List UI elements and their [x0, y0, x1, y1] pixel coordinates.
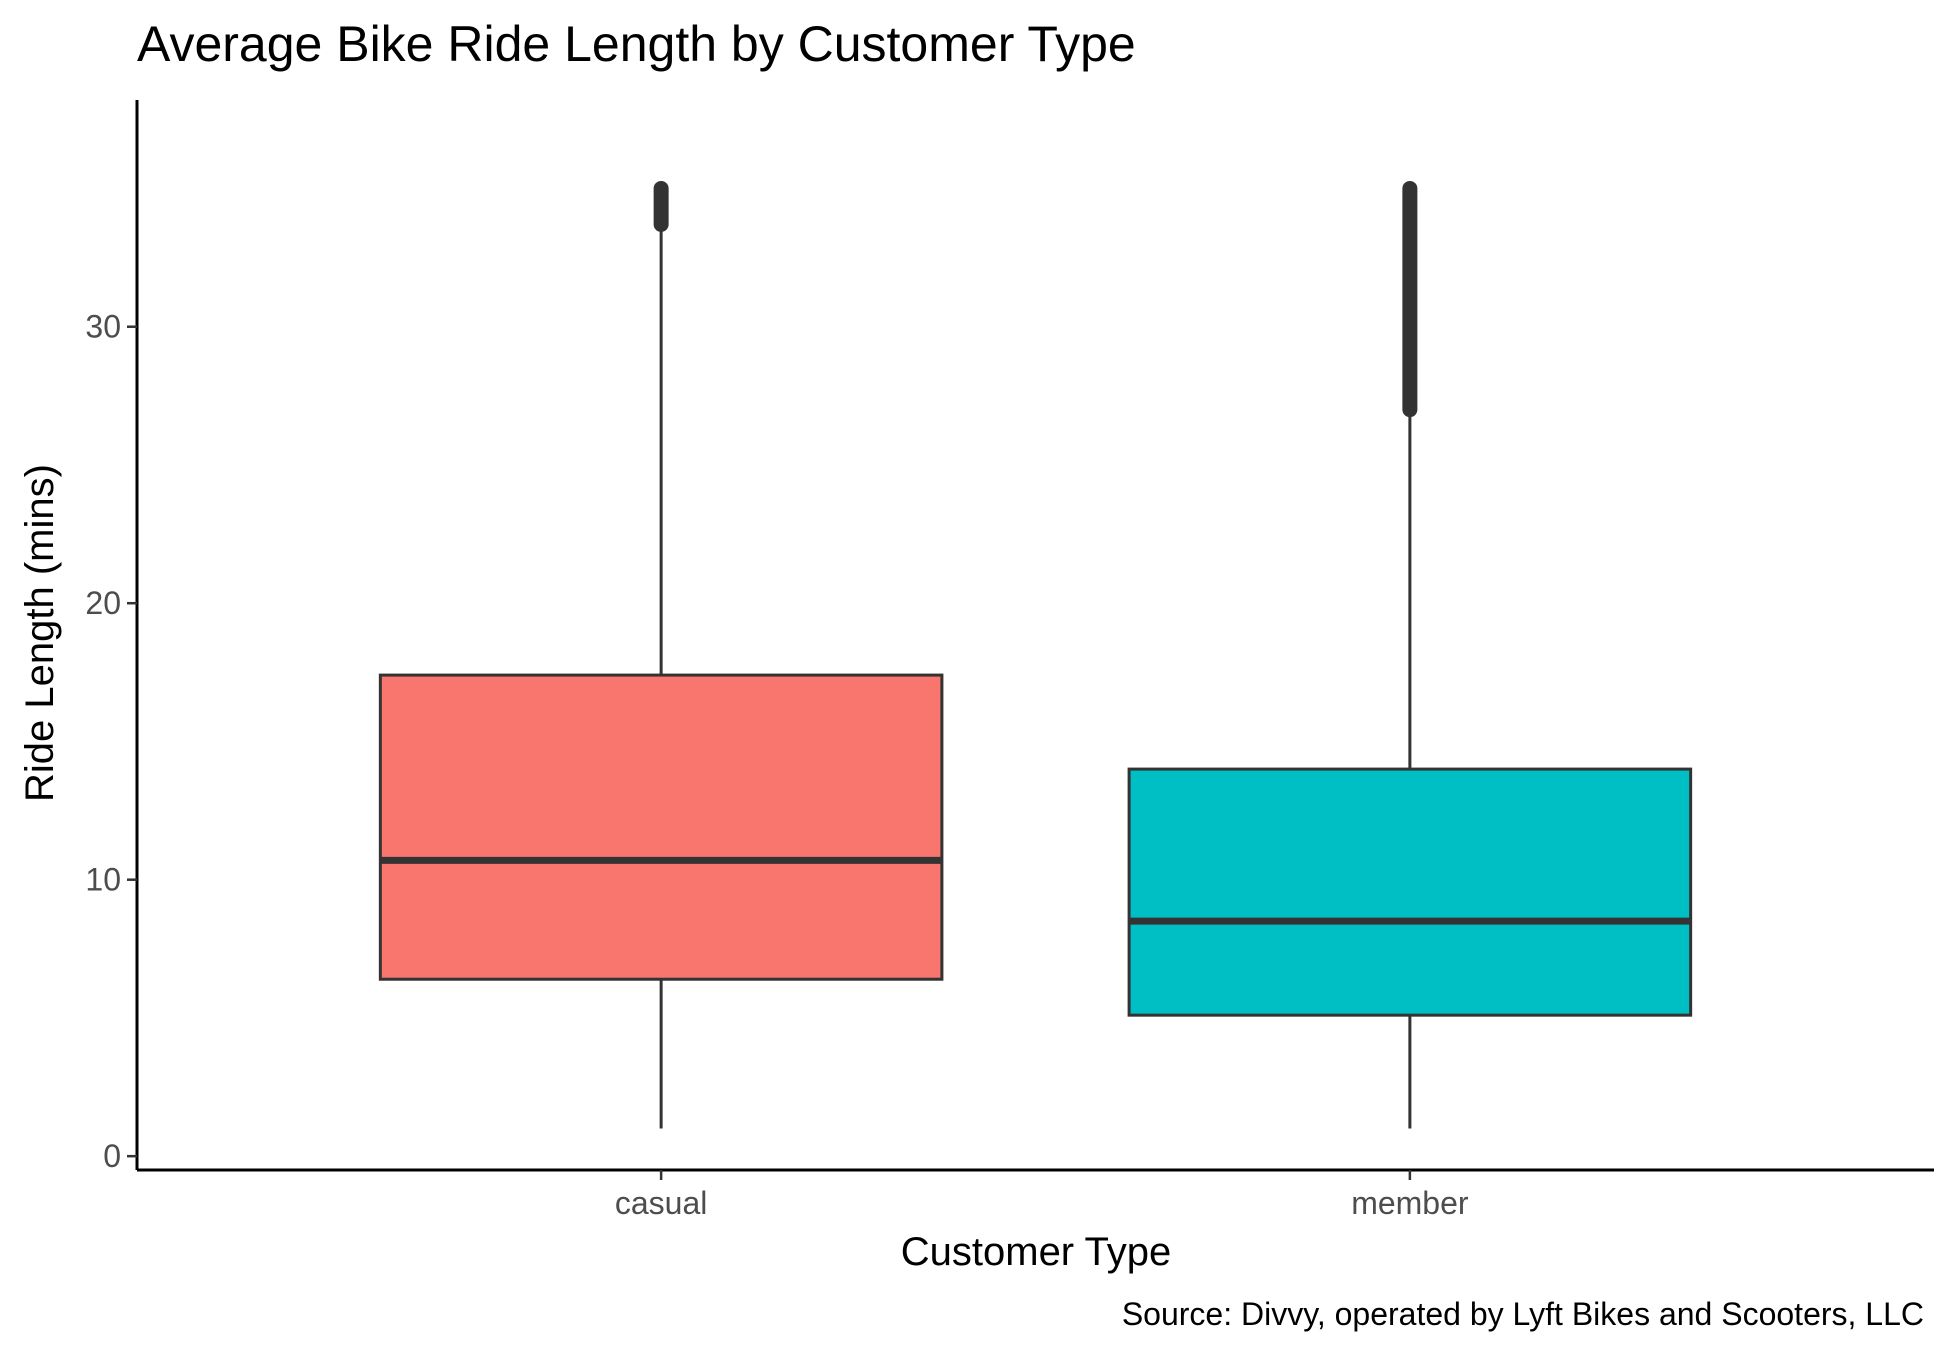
x-tick-label: casual: [615, 1185, 708, 1221]
chart-caption: Source: Divvy, operated by Lyft Bikes an…: [1122, 1296, 1924, 1332]
chart-title: Average Bike Ride Length by Customer Typ…: [137, 16, 1136, 72]
x-tick-label: member: [1351, 1185, 1469, 1221]
iqr-box: [1127, 767, 1693, 1017]
y-tick-label: 10: [85, 862, 121, 898]
y-tick-label: 30: [85, 309, 121, 345]
y-axis-title: Ride Length (mins): [18, 464, 62, 802]
y-tick-label: 0: [103, 1138, 121, 1174]
y-tick-label: 20: [85, 585, 121, 621]
x-axis-title: Customer Type: [901, 1230, 1172, 1274]
iqr-box: [378, 673, 944, 981]
plot-area: 0 10 20 30 casual member: [85, 100, 1934, 1221]
